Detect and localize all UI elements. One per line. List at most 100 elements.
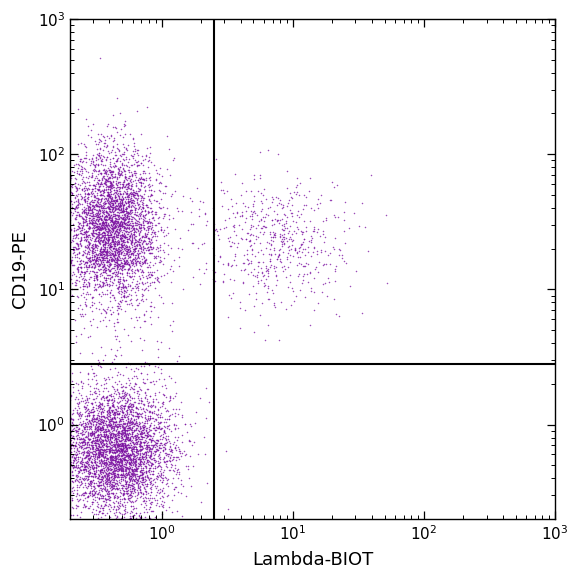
Point	[121, 421, 130, 430]
Point	[73, 463, 82, 472]
Point	[110, 252, 119, 261]
Point	[113, 308, 122, 317]
Point	[143, 429, 152, 438]
Point	[126, 238, 136, 248]
Point	[124, 207, 133, 216]
Point	[107, 179, 117, 188]
Point	[91, 445, 100, 455]
Point	[102, 391, 111, 400]
Point	[143, 239, 152, 248]
Point	[126, 480, 136, 490]
Point	[103, 459, 112, 468]
Point	[110, 187, 119, 197]
Point	[75, 480, 85, 490]
Point	[96, 470, 106, 479]
Point	[97, 472, 106, 481]
Point	[106, 242, 115, 252]
Point	[119, 218, 129, 227]
Point	[74, 409, 83, 418]
Point	[112, 483, 121, 492]
Point	[89, 444, 98, 453]
Point	[136, 194, 145, 203]
Point	[111, 443, 120, 452]
Point	[108, 218, 118, 227]
Point	[254, 279, 263, 288]
Point	[102, 494, 111, 503]
Point	[116, 245, 125, 255]
Point	[91, 492, 100, 502]
Point	[102, 448, 111, 457]
Point	[120, 176, 129, 185]
Point	[132, 416, 141, 426]
Point	[164, 502, 173, 512]
Point	[87, 262, 96, 271]
Point	[137, 470, 146, 480]
Point	[126, 220, 136, 229]
Point	[101, 321, 110, 331]
Point	[125, 175, 135, 184]
Point	[150, 457, 160, 466]
Point	[114, 208, 123, 217]
Point	[84, 240, 93, 249]
Point	[92, 506, 101, 515]
Point	[164, 415, 173, 424]
Point	[166, 320, 175, 329]
Point	[76, 191, 85, 201]
Point	[83, 432, 92, 441]
Point	[136, 404, 146, 414]
Point	[124, 289, 133, 298]
Point	[84, 440, 93, 450]
Point	[114, 422, 124, 431]
Point	[161, 441, 170, 450]
Point	[121, 237, 130, 246]
Point	[132, 380, 141, 389]
Point	[82, 189, 91, 198]
Point	[75, 223, 84, 233]
Point	[130, 243, 140, 252]
Point	[155, 240, 165, 249]
Point	[125, 476, 135, 485]
Point	[133, 418, 142, 427]
Point	[105, 375, 114, 384]
Point	[88, 441, 97, 450]
Point	[122, 211, 132, 220]
Point	[114, 434, 123, 443]
Point	[125, 223, 134, 232]
Point	[111, 253, 120, 263]
Point	[106, 212, 115, 222]
Point	[67, 260, 77, 270]
Point	[103, 472, 112, 481]
Point	[104, 488, 114, 497]
Point	[102, 217, 111, 226]
Point	[88, 188, 97, 197]
Point	[72, 463, 81, 472]
Point	[90, 241, 100, 250]
Point	[151, 244, 161, 253]
Point	[100, 232, 110, 241]
Point	[70, 193, 79, 202]
Point	[118, 430, 127, 440]
Point	[102, 212, 111, 221]
Point	[154, 169, 164, 179]
Point	[132, 438, 141, 447]
Point	[144, 285, 153, 295]
Point	[104, 232, 113, 241]
Point	[116, 183, 125, 193]
Point	[129, 510, 138, 520]
Point	[79, 267, 89, 277]
Point	[141, 430, 150, 439]
Point	[120, 483, 129, 492]
Point	[107, 414, 116, 423]
Point	[110, 387, 119, 396]
Point	[105, 461, 114, 470]
Point	[84, 447, 93, 456]
Point	[97, 249, 106, 259]
Point	[115, 244, 124, 253]
Point	[103, 409, 113, 418]
Point	[114, 514, 123, 524]
Point	[124, 264, 133, 274]
Point	[151, 438, 160, 447]
Point	[118, 434, 128, 443]
Point	[124, 192, 133, 201]
Point	[117, 455, 126, 465]
